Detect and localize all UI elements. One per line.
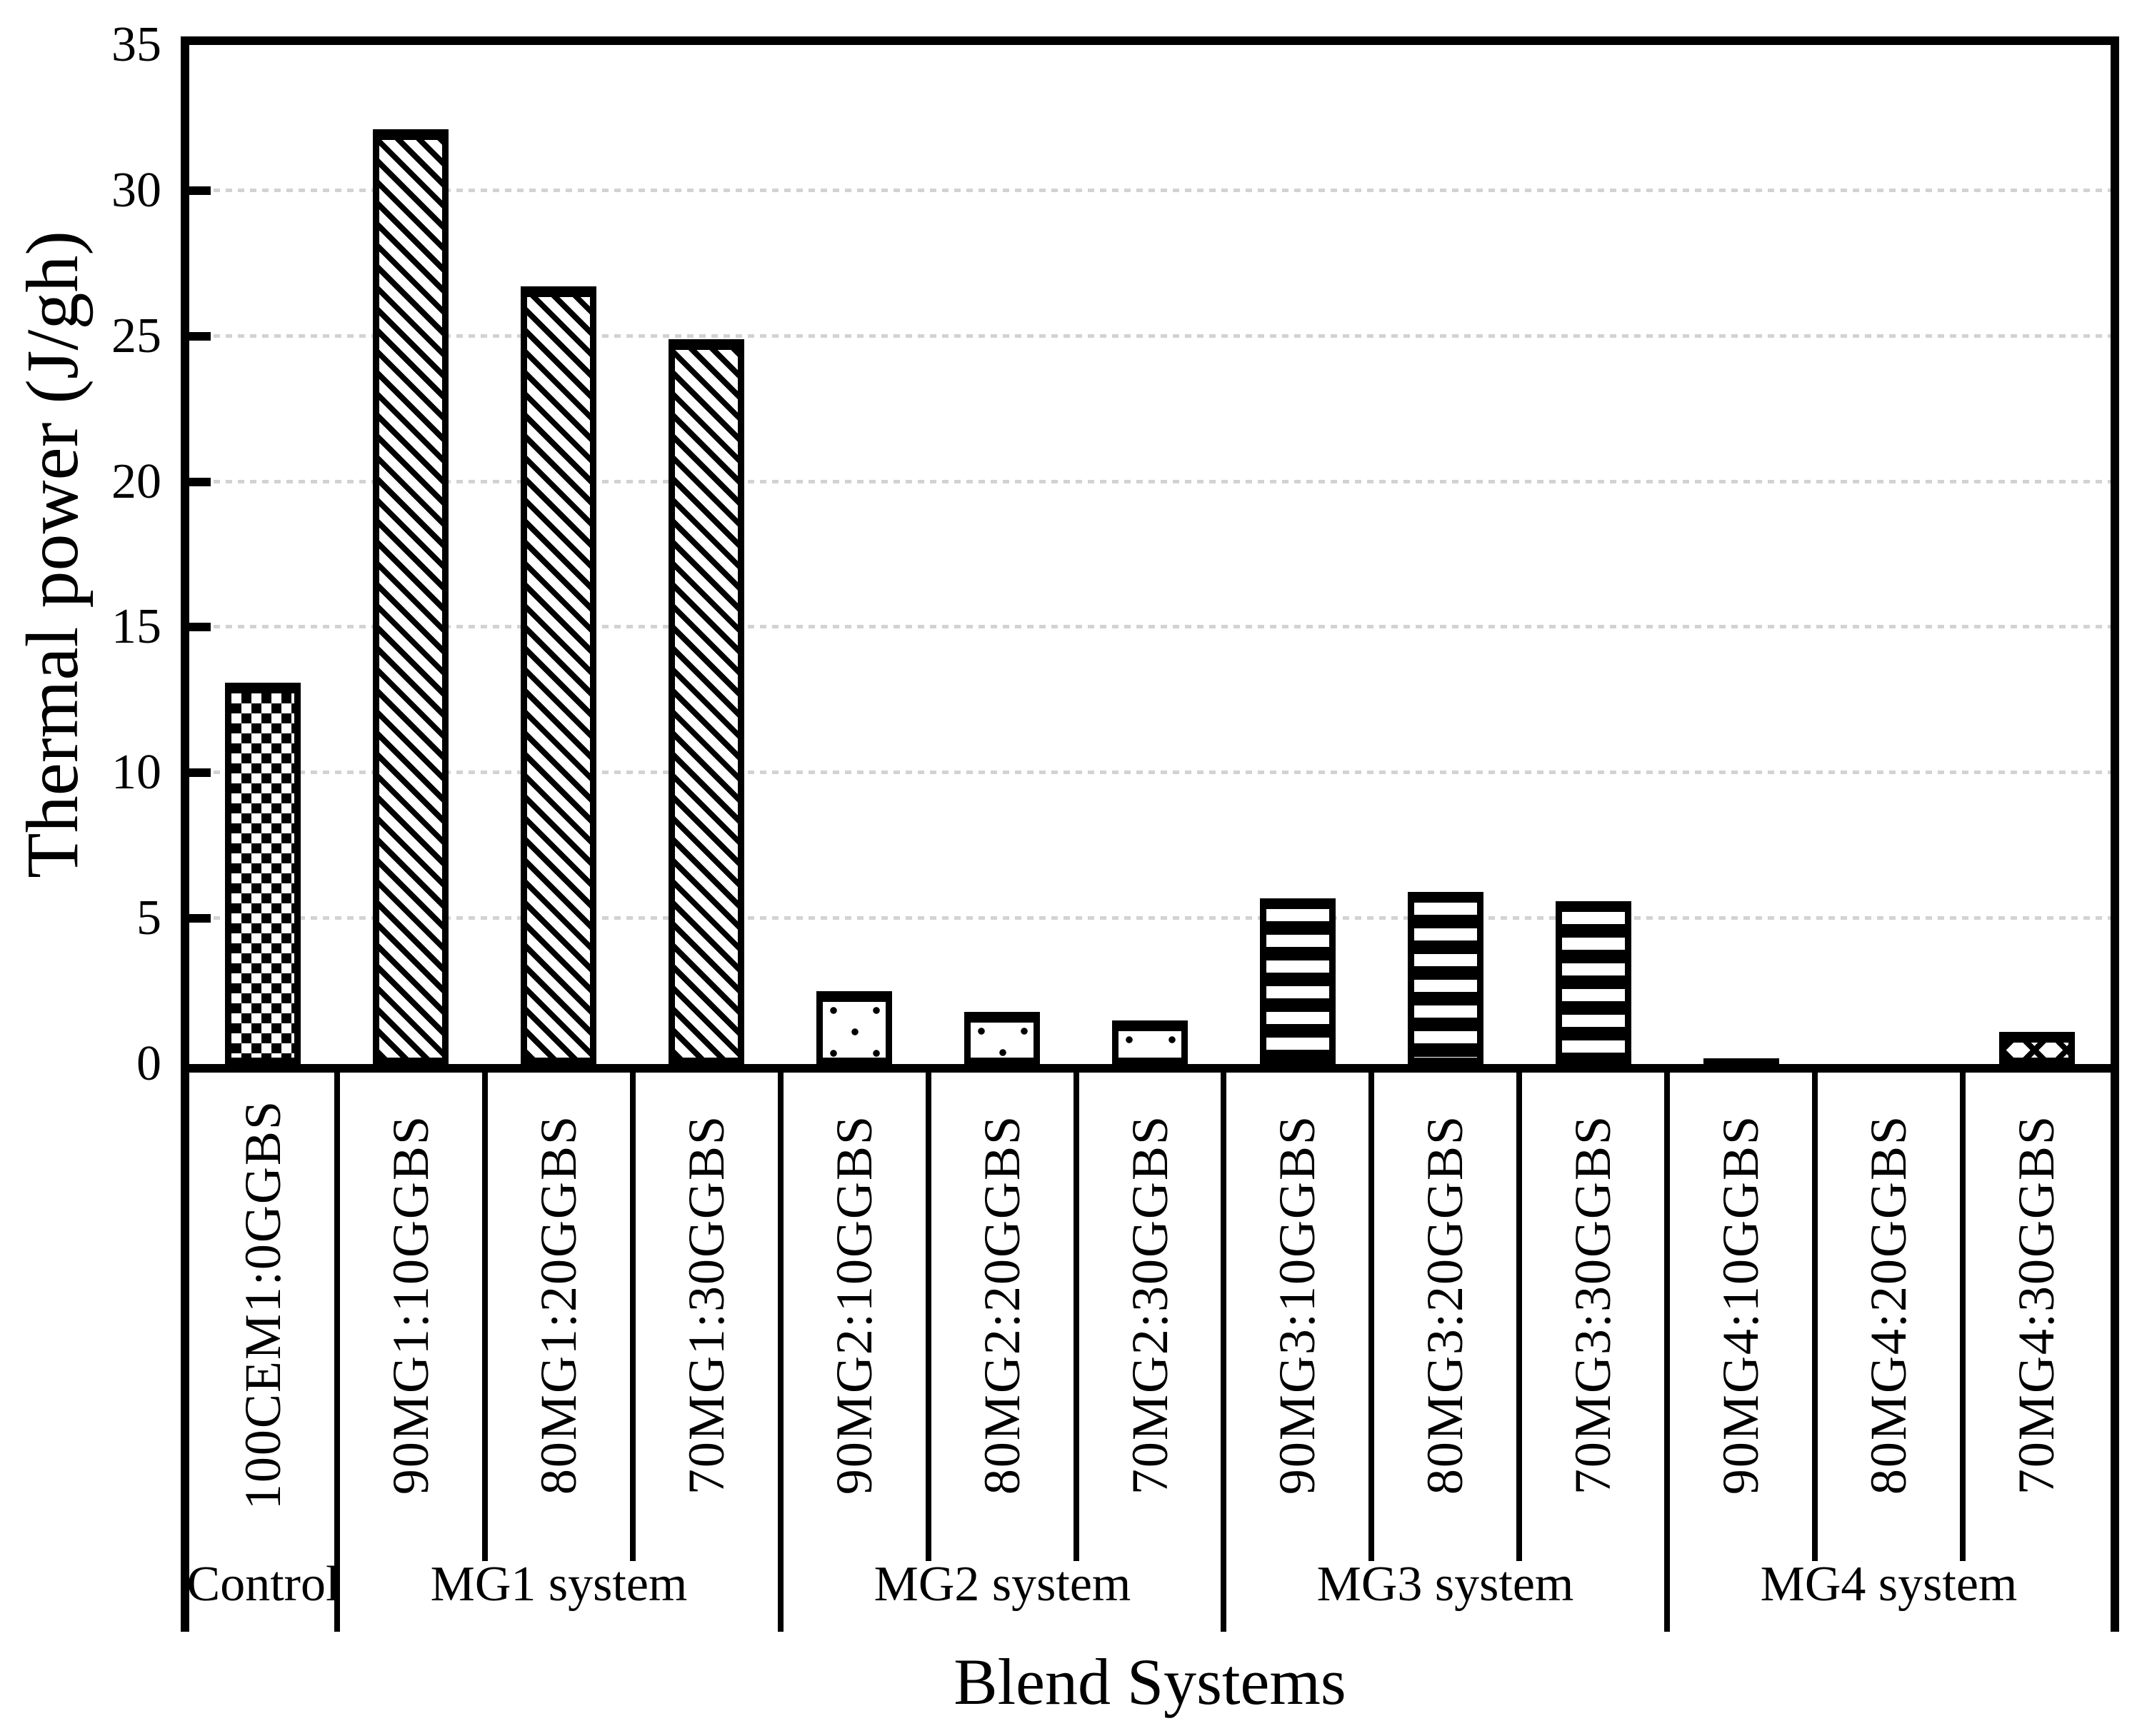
bar-90mg2-10ggbs [816, 991, 892, 1064]
group-row-stub-6 [1074, 1537, 1079, 1561]
category-divider-11 [1812, 1073, 1818, 1537]
category-label: 70MG3:30GGBS [1564, 1114, 1621, 1495]
plot-area [181, 36, 2119, 1073]
y-tick-label-30: 30 [111, 163, 161, 218]
category-cell-4: 90MG2:10GGBS [781, 1073, 929, 1537]
category-cell-3: 70MG1:30GGBS [633, 1073, 781, 1537]
group-cell-control: Control [186, 1556, 340, 1612]
bar-70mg1-30ggbs [669, 339, 744, 1064]
gridline-20 [189, 480, 2111, 483]
group-divider-10 [1664, 1073, 1670, 1632]
category-cell-2: 80MG1:20GGBS [485, 1073, 633, 1537]
axis-edge-right [2111, 1073, 2119, 1632]
category-label: 90MG1:10GGBS [382, 1114, 439, 1495]
group-divider-1 [334, 1073, 340, 1632]
category-cell-9: 70MG3:30GGBS [1519, 1073, 1667, 1537]
y-tick-label-10: 10 [111, 745, 161, 800]
group-cell-mg2-system: MG2 system [874, 1556, 1131, 1612]
category-label: 80MG4:20GGBS [1860, 1114, 1917, 1495]
category-label: 80MG3:20GGBS [1416, 1114, 1473, 1495]
gridline-25 [189, 334, 2111, 338]
category-label: 90MG3:10GGBS [1268, 1114, 1326, 1495]
category-divider-5 [926, 1073, 931, 1537]
bar-80mg3-20ggbs [1408, 892, 1483, 1064]
category-divider-9 [1516, 1073, 1522, 1537]
group-cell-mg1-system: MG1 system [430, 1556, 688, 1612]
axis-ticks-layer [189, 45, 2111, 1064]
gridline-5 [189, 916, 2111, 920]
bar-100cem1-0ggbs [225, 683, 301, 1064]
y-tick-label-20: 20 [111, 454, 161, 509]
gridline-10 [189, 771, 2111, 774]
category-divider-12 [1960, 1073, 1966, 1537]
group-row-stub-9 [1516, 1537, 1522, 1561]
gridlines-layer [189, 45, 2111, 1064]
y-tick-20 [189, 478, 211, 486]
category-divider-8 [1368, 1073, 1374, 1537]
group-row-stub-11 [1812, 1537, 1818, 1561]
category-cell-1: 90MG1:10GGBS [337, 1073, 485, 1537]
category-cell-6: 70MG2:30GGBS [1076, 1073, 1224, 1537]
group-cell-mg3-system: MG3 system [1316, 1556, 1574, 1612]
y-tick-label-35: 35 [111, 17, 161, 72]
y-tick-15 [189, 623, 211, 631]
category-cell-7: 90MG3:10GGBS [1223, 1073, 1371, 1537]
category-label: 70MG4:30GGBS [2008, 1114, 2065, 1495]
y-tick-25 [189, 332, 211, 341]
category-label: 100CEM1:0GGBS [234, 1099, 291, 1510]
category-label: 90MG4:10GGBS [1712, 1114, 1769, 1495]
category-cell-10: 90MG4:10GGBS [1667, 1073, 1815, 1537]
group-row-stub-3 [630, 1537, 636, 1561]
category-divider-3 [630, 1073, 636, 1537]
category-label: 70MG2:30GGBS [1121, 1114, 1178, 1495]
y-tick-label-15: 15 [111, 599, 161, 654]
category-cell-12: 70MG4:30GGBS [1963, 1073, 2111, 1537]
bar-80mg2-20ggbs [964, 1012, 1040, 1064]
bars-layer [189, 45, 2111, 1064]
category-label: 80MG2:20GGBS [974, 1114, 1031, 1495]
y-tick-5 [189, 914, 211, 923]
category-divider-6 [1074, 1073, 1079, 1537]
group-row-stub-2 [482, 1537, 488, 1561]
x-axis-title: Blend Systems [954, 1645, 1346, 1718]
category-divider-2 [482, 1073, 488, 1537]
bar-90mg4-10ggbs [1703, 1058, 1779, 1064]
gridline-15 [189, 625, 2111, 628]
category-label: 80MG1:20GGBS [530, 1114, 587, 1495]
axis-edge-left [181, 1073, 189, 1632]
bar-70mg2-30ggbs [1112, 1020, 1188, 1064]
category-cell-8: 80MG3:20GGBS [1371, 1073, 1519, 1537]
group-row-stub-5 [926, 1537, 931, 1561]
category-cell-11: 80MG4:20GGBS [1815, 1073, 1963, 1537]
category-label: 90MG2:10GGBS [826, 1114, 883, 1495]
y-tick-30 [189, 186, 211, 195]
bar-90mg1-10ggbs [373, 129, 449, 1064]
category-cell-0: 100CEM1:0GGBS [189, 1073, 337, 1537]
y-tick-10 [189, 768, 211, 777]
group-cell-mg4-system: MG4 system [1760, 1556, 2018, 1612]
gridline-30 [189, 189, 2111, 192]
y-tick-label-25: 25 [111, 308, 161, 363]
category-cell-5: 80MG2:20GGBS [929, 1073, 1076, 1537]
group-row-stub-12 [1960, 1537, 1966, 1561]
bar-90mg3-10ggbs [1260, 898, 1336, 1064]
y-tick-label-5: 5 [136, 890, 161, 945]
y-tick-label-0: 0 [136, 1036, 161, 1091]
bar-70mg3-30ggbs [1556, 901, 1631, 1064]
group-row-stub-8 [1368, 1537, 1374, 1561]
group-divider-4 [778, 1073, 784, 1632]
group-divider-7 [1221, 1073, 1226, 1632]
bar-70mg4-30ggbs [1999, 1032, 2075, 1064]
bar-80mg1-20ggbs [521, 286, 596, 1064]
category-label: 70MG1:30GGBS [678, 1114, 735, 1495]
